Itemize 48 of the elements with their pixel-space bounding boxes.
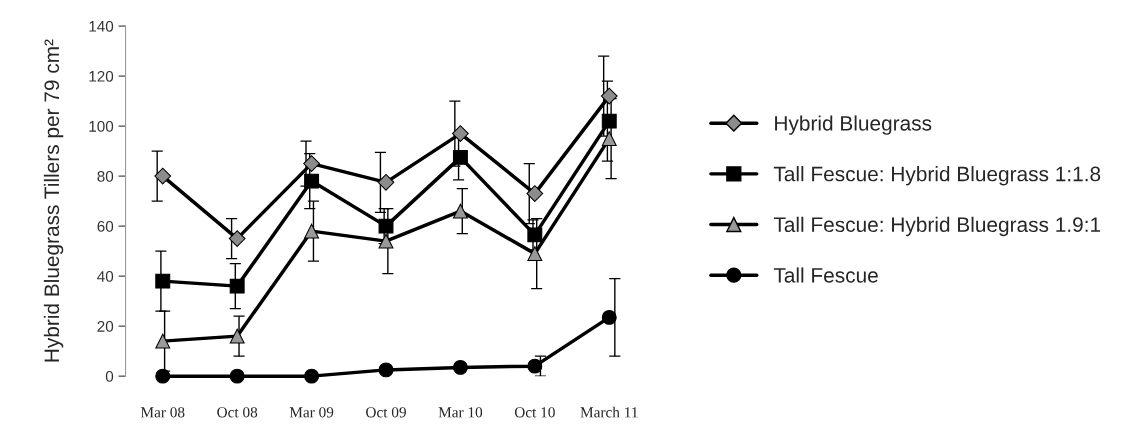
y-tick-label: 80 bbox=[97, 170, 114, 182]
point bbox=[452, 125, 469, 142]
point bbox=[378, 218, 394, 234]
x-tick-label: Mar 08 bbox=[140, 407, 185, 418]
y-tick-label: 100 bbox=[89, 120, 114, 132]
legend-label: Tall Fescue: Hybrid Bluegrass 1.9:1 bbox=[773, 216, 1101, 237]
point bbox=[452, 203, 468, 219]
point bbox=[601, 309, 617, 325]
y-tick-label: 120 bbox=[89, 70, 114, 82]
point bbox=[155, 368, 171, 384]
point bbox=[600, 87, 618, 105]
legend-label: Tall Fescue: Hybrid Bluegrass 1:1.8 bbox=[773, 166, 1101, 186]
point bbox=[452, 149, 468, 165]
point bbox=[526, 185, 544, 202]
point bbox=[527, 227, 543, 243]
point bbox=[527, 246, 543, 262]
point bbox=[303, 155, 320, 172]
y-tick-label: 40 bbox=[97, 270, 114, 282]
point bbox=[304, 173, 320, 189]
x-tick-label: Mar 09 bbox=[289, 407, 334, 418]
x-tick-label: Mar 10 bbox=[438, 407, 483, 418]
y-tick-label: 20 bbox=[97, 321, 114, 332]
point bbox=[378, 233, 394, 249]
x-tick-label: Oct 09 bbox=[366, 407, 406, 418]
x-tick-label: March 11 bbox=[580, 406, 638, 418]
y-axis-title: Hybrid Bluegrass Tillers per 79 cm² bbox=[43, 39, 64, 362]
point bbox=[601, 113, 617, 129]
point bbox=[155, 333, 171, 349]
point bbox=[229, 278, 245, 294]
point bbox=[229, 368, 245, 384]
point bbox=[452, 359, 468, 375]
point bbox=[155, 273, 171, 289]
legend-label: Tall Fescue bbox=[773, 267, 878, 283]
y-tick-label: 0 bbox=[105, 371, 114, 382]
y-tick-label: 140 bbox=[89, 20, 114, 32]
x-tick-label: Oct 10 bbox=[514, 407, 555, 418]
point bbox=[304, 223, 320, 239]
point bbox=[228, 230, 246, 247]
point bbox=[601, 131, 617, 147]
point bbox=[229, 328, 245, 344]
point bbox=[377, 173, 395, 191]
point bbox=[378, 362, 394, 378]
point bbox=[154, 167, 172, 185]
x-tick-label: Oct 08 bbox=[217, 407, 258, 418]
legend-label: Hybrid Bluegrass bbox=[775, 115, 932, 135]
point bbox=[527, 358, 543, 374]
point bbox=[304, 368, 320, 384]
y-tick-label: 60 bbox=[97, 220, 114, 232]
